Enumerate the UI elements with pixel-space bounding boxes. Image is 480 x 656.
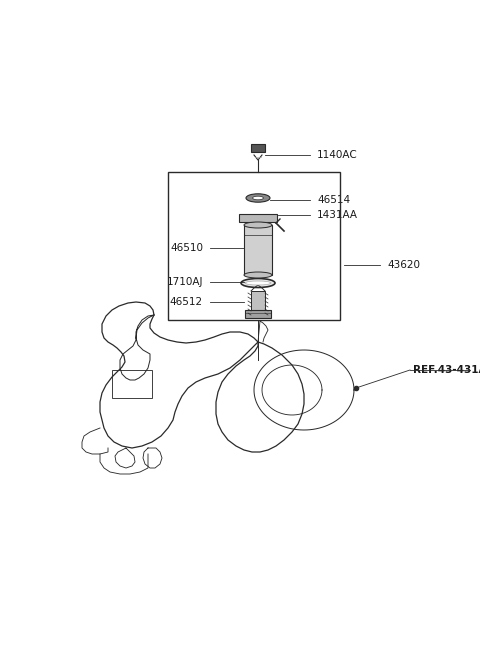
Text: 46510: 46510 <box>170 243 203 253</box>
Bar <box>245 310 271 318</box>
Bar <box>168 172 340 320</box>
Ellipse shape <box>244 272 272 278</box>
Ellipse shape <box>244 222 272 228</box>
Text: 46512: 46512 <box>170 297 203 307</box>
Bar <box>112 370 152 398</box>
Bar <box>251 291 265 318</box>
Ellipse shape <box>241 279 275 287</box>
Ellipse shape <box>245 281 271 285</box>
Text: 46514: 46514 <box>317 195 350 205</box>
Text: 43620: 43620 <box>387 260 420 270</box>
Ellipse shape <box>246 194 270 202</box>
Text: REF.43-431A: REF.43-431A <box>413 365 480 375</box>
Bar <box>244 225 272 275</box>
FancyBboxPatch shape <box>251 144 265 152</box>
Bar <box>239 214 277 222</box>
Text: 1710AJ: 1710AJ <box>167 277 203 287</box>
Text: 1140AC: 1140AC <box>317 150 358 160</box>
Ellipse shape <box>252 196 264 200</box>
Text: 1431AA: 1431AA <box>317 210 358 220</box>
